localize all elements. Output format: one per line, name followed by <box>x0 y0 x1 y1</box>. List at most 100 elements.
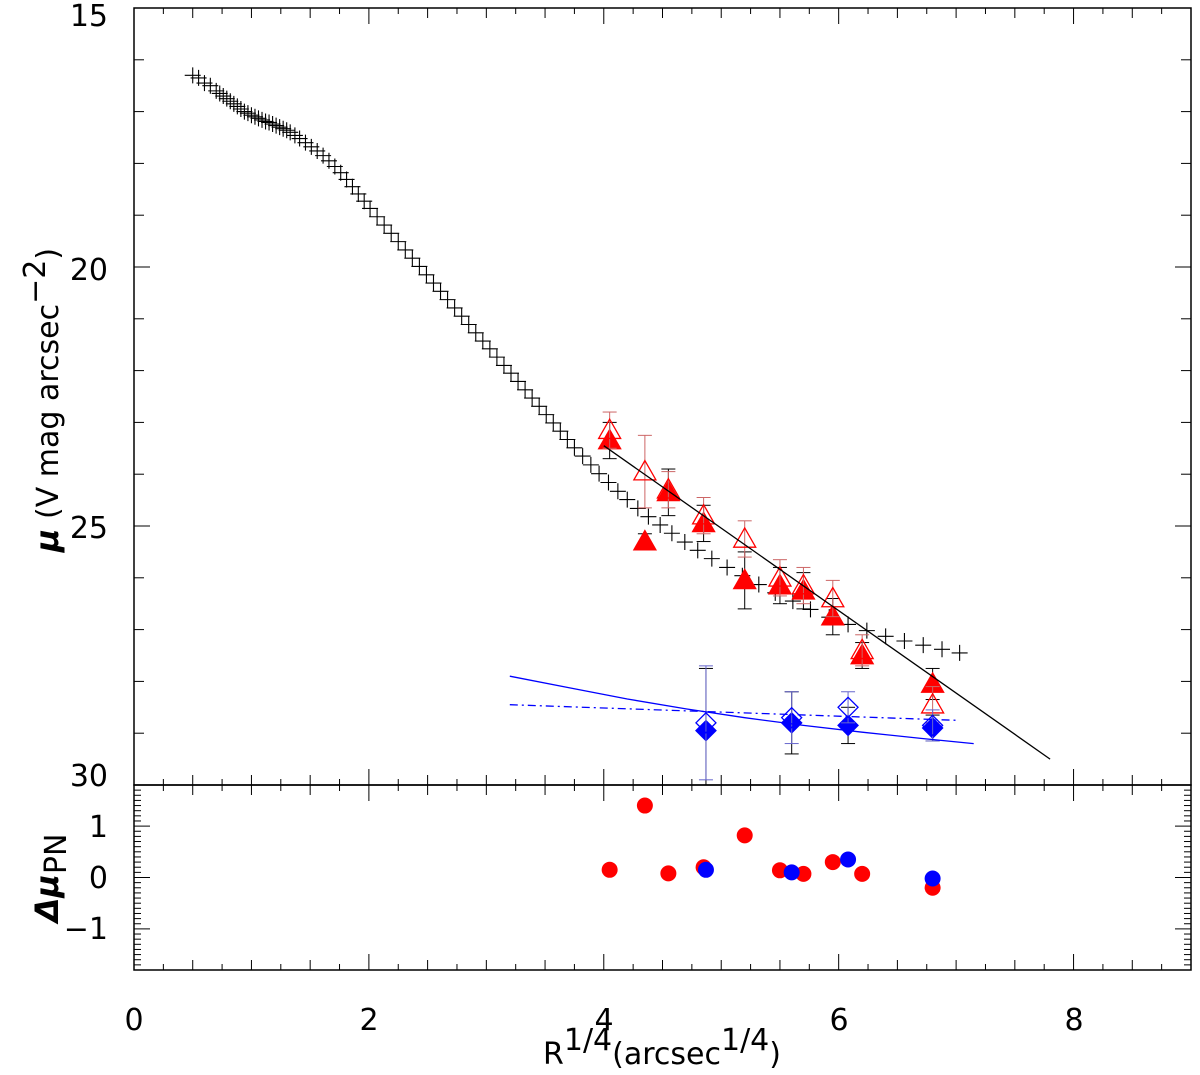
model-line <box>509 704 957 721</box>
svg-text:μ (V mag arcsec−2): μ (V mag arcsec−2) <box>18 248 66 553</box>
model-line <box>509 675 974 745</box>
x-tick-label: 0 <box>124 1003 143 1038</box>
x-tick-label: 8 <box>1064 1003 1083 1038</box>
data-point <box>236 103 253 120</box>
data-point <box>695 711 717 734</box>
data-point <box>286 127 303 144</box>
y-axis-title-top: μ (V mag arcsec−2) <box>18 248 66 553</box>
x-axis-title-paren: (arcsec <box>612 1037 721 1072</box>
data-point <box>850 638 875 660</box>
data-point <box>921 714 944 737</box>
data-point <box>566 439 583 456</box>
data-point <box>574 448 591 465</box>
x-axis-title: R1/4(arcsec1/4) <box>543 1023 781 1072</box>
bottom-panel <box>133 784 1192 971</box>
delta-mu-subscript: PN <box>39 834 74 875</box>
data-point <box>784 593 801 610</box>
data-point <box>250 110 267 127</box>
data-point <box>275 120 292 137</box>
model-line <box>603 445 1051 760</box>
data-point <box>629 500 646 517</box>
data-point <box>597 417 622 440</box>
y-axis-title-text: (V mag arcsec <box>31 304 66 529</box>
data-point <box>877 628 894 645</box>
data-point <box>732 526 757 548</box>
y-axis-title-bottom: ΔμPN <box>28 834 74 926</box>
y-tick-label: 15 <box>70 0 108 34</box>
data-point <box>254 111 271 128</box>
y-axis-title-close: ) <box>31 248 66 260</box>
plot-area <box>184 67 1051 785</box>
data-point <box>924 870 941 887</box>
data-point <box>791 573 816 595</box>
data-point <box>545 414 562 431</box>
data-point <box>517 381 534 398</box>
data-point <box>278 122 295 139</box>
y-tick-label: 0 <box>89 861 108 896</box>
data-point <box>582 456 599 473</box>
data-point <box>495 357 512 374</box>
plot-frame <box>133 7 1192 786</box>
data-point <box>481 340 498 357</box>
data-point <box>502 365 519 382</box>
delta-mu-symbol: Δμ <box>28 874 66 925</box>
data-point <box>601 861 618 878</box>
data-point <box>802 601 819 618</box>
data-point <box>636 797 653 814</box>
y-axis-symbol: μ <box>28 529 66 554</box>
y-tick-label: 20 <box>70 253 108 288</box>
data-point <box>915 637 932 654</box>
data-point <box>691 503 716 525</box>
data-point <box>663 525 680 542</box>
plot-area <box>601 797 941 896</box>
data-point <box>854 865 871 882</box>
data-point <box>719 559 736 576</box>
data-point <box>467 324 484 341</box>
data-point <box>232 101 249 118</box>
data-point <box>257 113 274 130</box>
data-point <box>660 865 677 882</box>
y-tick-label: −1 <box>64 912 108 947</box>
data-point <box>425 275 442 292</box>
data-point <box>531 398 548 415</box>
data-point <box>446 299 463 316</box>
data-point <box>896 632 913 649</box>
data-point <box>538 406 555 423</box>
data-point <box>390 233 407 250</box>
y-axis-title-exponent: −2 <box>18 260 53 304</box>
x-axis-title-close: ) <box>769 1037 781 1072</box>
x-axis-title-base: R <box>543 1037 564 1072</box>
data-point <box>282 124 299 141</box>
y-tick-label: 30 <box>70 759 108 794</box>
data-point <box>404 250 421 267</box>
data-point <box>362 200 379 217</box>
data-point <box>795 865 812 882</box>
data-point <box>934 641 951 658</box>
x-axis-title-exponent: 1/4 <box>564 1023 612 1058</box>
data-point <box>609 483 626 500</box>
data-point <box>951 644 968 661</box>
data-point <box>632 529 658 551</box>
data-point <box>652 516 669 533</box>
data-point <box>439 291 456 308</box>
data-point <box>264 116 281 133</box>
data-point <box>640 508 657 525</box>
data-point <box>783 864 800 881</box>
y-tick-label: 1 <box>89 810 108 845</box>
data-point <box>736 827 753 844</box>
data-point <box>243 107 260 124</box>
data-point <box>239 105 256 122</box>
data-point <box>591 465 608 482</box>
data-point <box>510 373 527 390</box>
data-point <box>418 266 435 283</box>
data-point <box>676 534 693 551</box>
data-point <box>271 119 288 136</box>
data-point <box>559 431 576 448</box>
x-tick-label: 2 <box>359 1003 378 1038</box>
data-point <box>411 258 428 275</box>
data-point <box>261 114 278 131</box>
data-point <box>703 550 720 567</box>
data-point <box>369 208 386 225</box>
y-tick-label: 25 <box>70 511 108 546</box>
data-point <box>697 861 714 878</box>
